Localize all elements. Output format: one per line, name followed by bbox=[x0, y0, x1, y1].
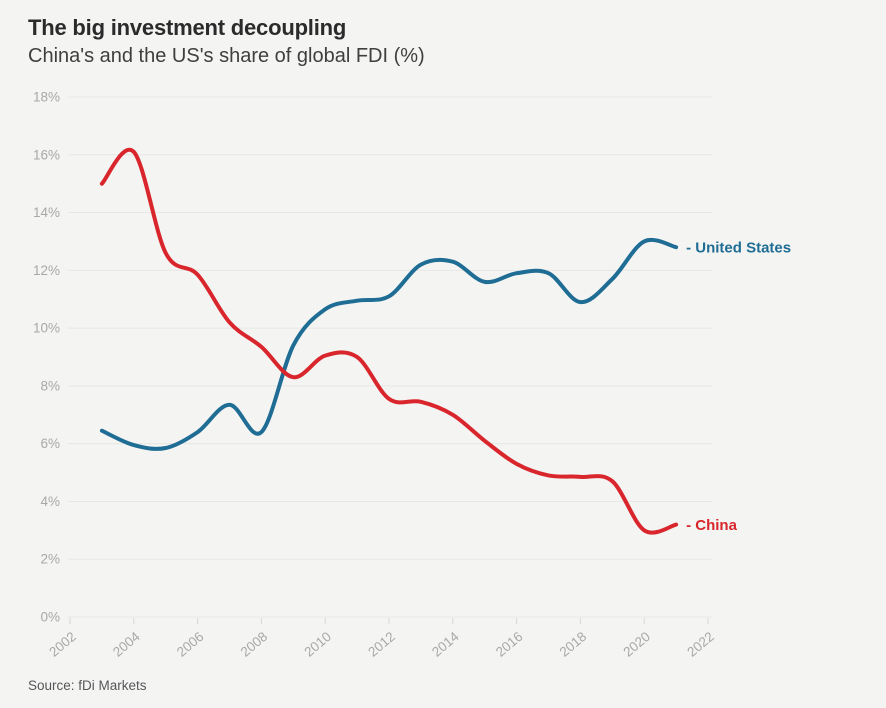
source-note: Source: fDi Markets bbox=[28, 678, 147, 693]
china-line bbox=[99, 147, 679, 535]
chart-header: The big investment decoupling China's an… bbox=[0, 0, 886, 68]
x-axis-label: 2004 bbox=[110, 629, 143, 660]
x-axis-label: 2018 bbox=[557, 629, 590, 660]
x-axis-label: 2010 bbox=[301, 629, 334, 660]
united-states-line bbox=[99, 237, 679, 451]
x-axis-label: 2016 bbox=[493, 629, 526, 660]
chart-title: The big investment decoupling bbox=[28, 15, 347, 40]
y-axis-label: 0% bbox=[40, 610, 60, 625]
y-axis-label: 4% bbox=[40, 494, 60, 509]
x-axis-label: 2014 bbox=[429, 629, 462, 660]
china-label: - China bbox=[686, 517, 737, 534]
y-axis-label: 2% bbox=[40, 552, 60, 567]
x-axis-label: 2006 bbox=[174, 629, 207, 660]
x-axis-label: 2022 bbox=[684, 629, 717, 660]
y-axis-label: 12% bbox=[33, 263, 60, 278]
chart-area: 0% 2% 4% 6% 8% 10% 12% 14% 16% 18% 2002 2004 2006 200… bbox=[0, 85, 886, 670]
x-axis-label: 2008 bbox=[238, 629, 271, 660]
y-axis-label: 16% bbox=[33, 147, 60, 162]
y-axis-label: 10% bbox=[33, 321, 60, 336]
y-axis-label: 18% bbox=[33, 90, 60, 105]
y-axis-label: 14% bbox=[33, 205, 60, 220]
chart-subtitle: China's and the US's share of global FDI… bbox=[28, 45, 425, 67]
x-axis-label: 2002 bbox=[46, 629, 79, 660]
x-axis-label: 2012 bbox=[365, 629, 398, 660]
united-states-label: - United States bbox=[686, 240, 791, 257]
y-axis-label: 6% bbox=[40, 436, 60, 451]
fdi-line-chart: 0% 2% 4% 6% 8% 10% 12% 14% 16% 18% 2002 2004 2006 200… bbox=[33, 90, 791, 660]
x-axis-label: 2020 bbox=[620, 629, 653, 660]
y-axis-label: 8% bbox=[40, 378, 60, 393]
